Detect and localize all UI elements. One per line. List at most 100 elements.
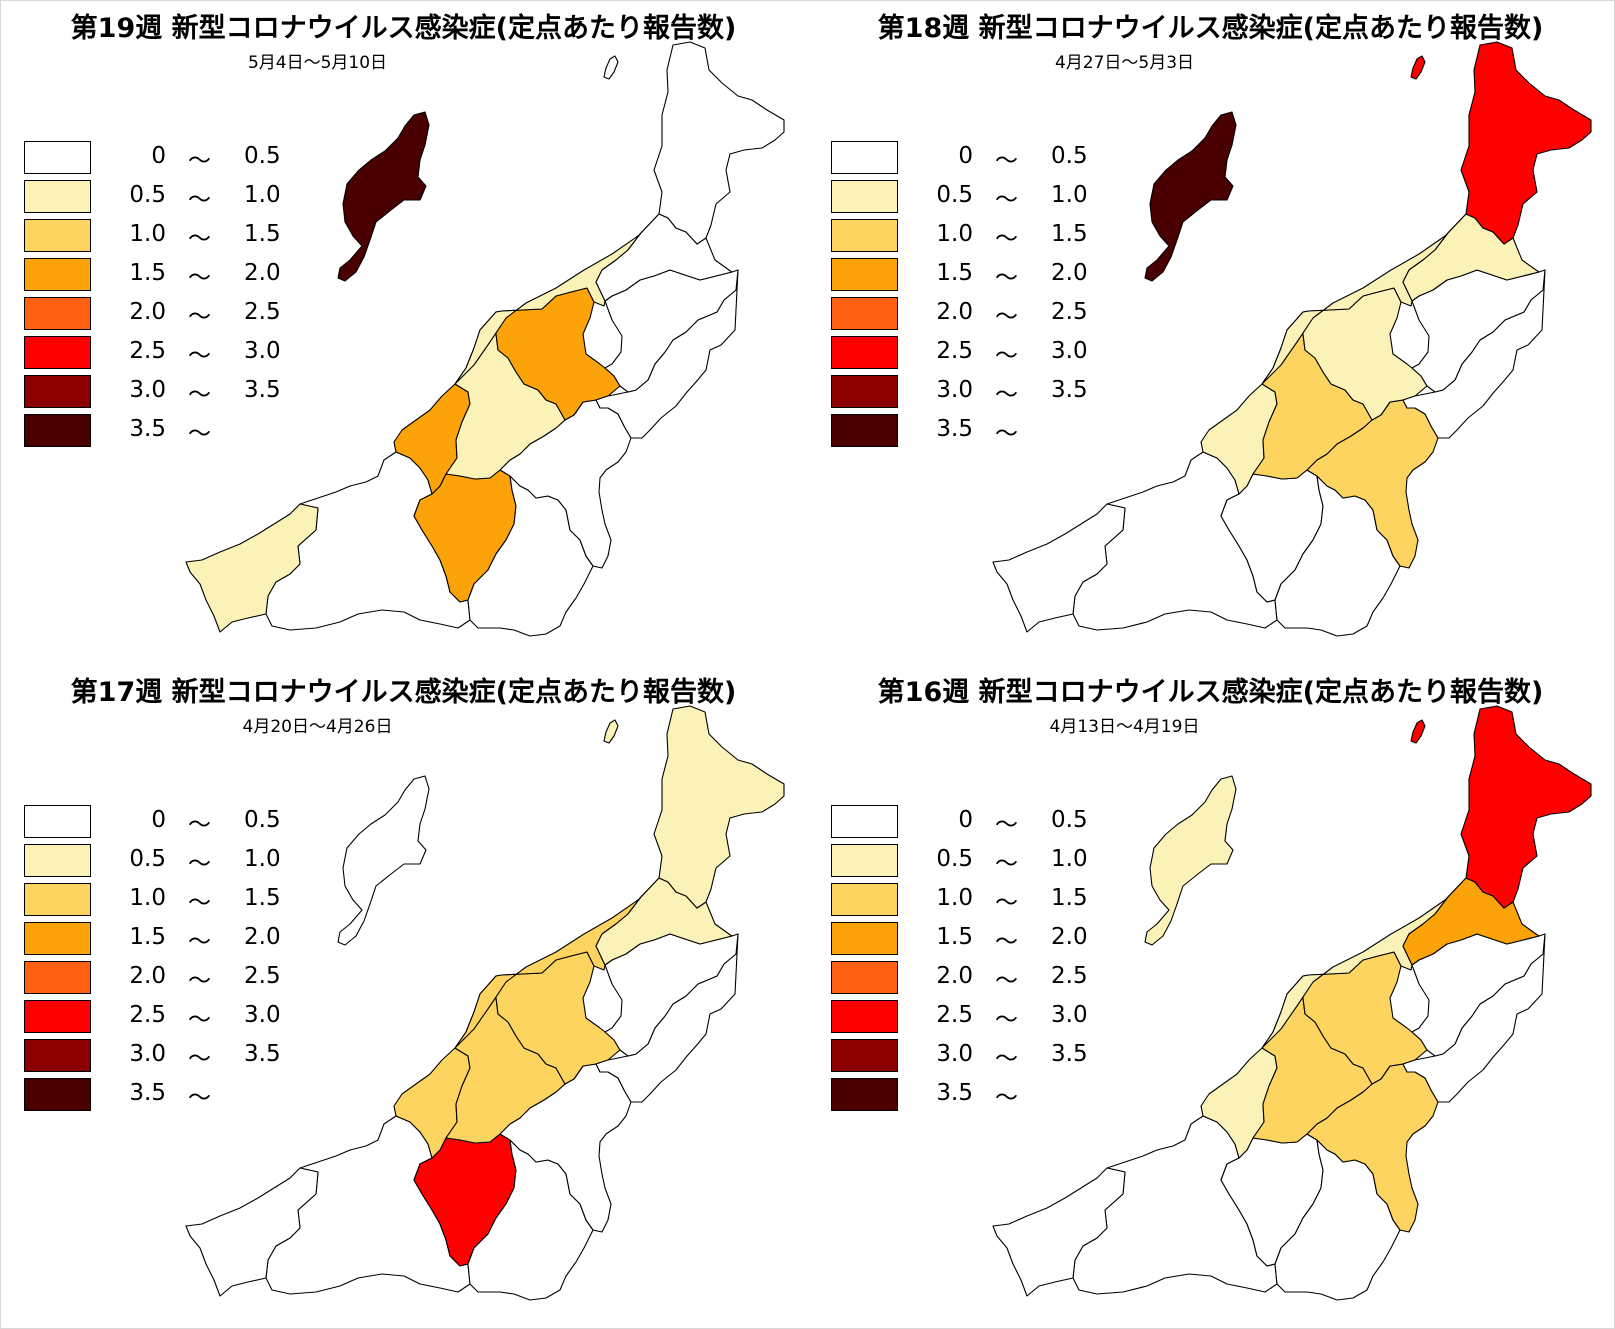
- legend-upper-bound: 3.0: [244, 338, 281, 364]
- panel-date-range: 4月20日〜4月26日: [242, 717, 393, 737]
- legend-upper-bound: 3.5: [1051, 1041, 1088, 1067]
- legend-row: 0 〜 0.5: [831, 805, 1111, 844]
- legend-lower-bound: 0: [151, 143, 166, 169]
- legend-range-tilde: 〜: [188, 968, 211, 994]
- legend-range-tilde: 〜: [995, 187, 1018, 213]
- legend-swatch: [24, 1078, 91, 1111]
- legend-lower-bound: 1.5: [936, 260, 973, 286]
- legend-swatch: [24, 844, 91, 877]
- legend-range-tilde: 〜: [995, 382, 1018, 408]
- legend-row: 3.0 〜 3.5: [24, 1039, 304, 1078]
- legend-range-tilde: 〜: [188, 304, 211, 330]
- legend-swatch: [831, 922, 898, 955]
- legend-upper-bound: 0.5: [1051, 143, 1088, 169]
- legend-swatch: [831, 141, 898, 174]
- legend-row: 3.0 〜 3.5: [24, 375, 304, 414]
- legend-upper-bound: 0.5: [1051, 807, 1088, 833]
- legend-lower-bound: 1.0: [936, 885, 973, 911]
- legend-range-tilde: 〜: [188, 226, 211, 252]
- panel-title: 第18週 新型コロナウイルス感染症(定点あたり報告数): [877, 13, 1544, 44]
- legend-upper-bound: 2.0: [1051, 260, 1088, 286]
- legend-range-tilde: 〜: [995, 421, 1018, 447]
- legend-row: 1.5 〜 2.0: [831, 258, 1111, 297]
- legend-upper-bound: 1.5: [1051, 221, 1088, 247]
- legend-row: 1.0 〜 1.5: [831, 219, 1111, 258]
- legend: 0 〜 0.5 0.5 〜 1.0 1.0 〜 1.5 1.5 〜 2.0 2.0 〜 2.5 2.5 〜 3.0…: [24, 141, 304, 453]
- legend-lower-bound: 2.0: [936, 299, 973, 325]
- legend-swatch: [831, 883, 898, 916]
- niigata-map: [992, 41, 1592, 637]
- legend-swatch: [24, 375, 91, 408]
- legend-swatch: [831, 336, 898, 369]
- legend-range-tilde: 〜: [995, 226, 1018, 252]
- legend-lower-bound: 0.5: [129, 846, 166, 872]
- legend: 0 〜 0.5 0.5 〜 1.0 1.0 〜 1.5 1.5 〜 2.0 2.0 〜 2.5 2.5 〜 3.0…: [24, 805, 304, 1117]
- niigata-map: [185, 41, 785, 637]
- legend-row: 1.5 〜 2.0: [24, 922, 304, 961]
- legend-row: 2.5 〜 3.0: [24, 336, 304, 375]
- legend-range-tilde: 〜: [188, 382, 211, 408]
- legend-lower-bound: 0.5: [129, 182, 166, 208]
- region-murakami: [1460, 41, 1592, 245]
- legend-upper-bound: 1.5: [244, 885, 281, 911]
- legend-swatch: [831, 219, 898, 252]
- legend-lower-bound: 0: [151, 807, 166, 833]
- region-sado: [337, 775, 430, 946]
- region-murakami: [653, 705, 785, 909]
- legend-range-tilde: 〜: [995, 929, 1018, 955]
- legend-upper-bound: 1.0: [244, 182, 281, 208]
- legend-lower-bound: 2.0: [129, 299, 166, 325]
- region-awashima: [603, 55, 619, 80]
- region-sado: [1144, 775, 1237, 946]
- legend-range-tilde: 〜: [188, 265, 211, 291]
- legend-swatch: [24, 414, 91, 447]
- legend-row: 0 〜 0.5: [831, 141, 1111, 180]
- region-murakami: [1460, 705, 1592, 909]
- legend-row: 1.0 〜 1.5: [24, 883, 304, 922]
- legend-range-tilde: 〜: [995, 148, 1018, 174]
- region-awashima: [603, 719, 619, 744]
- legend-upper-bound: 3.5: [1051, 377, 1088, 403]
- legend-upper-bound: 0.5: [244, 807, 281, 833]
- legend-upper-bound: 3.5: [244, 1041, 281, 1067]
- region-itoigawa: [992, 503, 1126, 633]
- legend-row: 1.5 〜 2.0: [24, 258, 304, 297]
- panel-date-range: 4月13日〜4月19日: [1049, 717, 1200, 737]
- legend-lower-bound: 0.5: [936, 182, 973, 208]
- legend-row: 0.5 〜 1.0: [24, 180, 304, 219]
- legend-range-tilde: 〜: [995, 265, 1018, 291]
- legend-swatch: [24, 258, 91, 291]
- legend-swatch: [24, 180, 91, 213]
- niigata-map: [185, 705, 785, 1301]
- legend-swatch: [24, 1000, 91, 1033]
- legend-swatch: [831, 414, 898, 447]
- legend-row: 1.0 〜 1.5: [831, 883, 1111, 922]
- legend-lower-bound: 3.5: [129, 1080, 166, 1106]
- niigata-map: [992, 705, 1592, 1301]
- legend-swatch: [24, 961, 91, 994]
- legend-upper-bound: 2.5: [1051, 299, 1088, 325]
- legend-swatch: [831, 258, 898, 291]
- legend-range-tilde: 〜: [995, 1046, 1018, 1072]
- legend-range-tilde: 〜: [995, 968, 1018, 994]
- legend-row: 1.0 〜 1.5: [24, 219, 304, 258]
- legend-lower-bound: 0: [958, 807, 973, 833]
- legend-swatch: [831, 961, 898, 994]
- legend-row: 3.5 〜: [831, 1078, 1111, 1117]
- legend-lower-bound: 3.0: [129, 377, 166, 403]
- map-panel-week18: 第18週 新型コロナウイルス感染症(定点あたり報告数) 4月27日〜5月3日 0…: [807, 0, 1614, 664]
- legend-upper-bound: 2.0: [244, 260, 281, 286]
- region-itoigawa: [185, 503, 319, 633]
- legend-lower-bound: 1.0: [129, 885, 166, 911]
- legend-range-tilde: 〜: [995, 890, 1018, 916]
- legend-swatch: [831, 805, 898, 838]
- legend-upper-bound: 1.5: [1051, 885, 1088, 911]
- legend-lower-bound: 2.5: [129, 338, 166, 364]
- legend-swatch: [24, 1039, 91, 1072]
- region-sado: [1144, 111, 1237, 282]
- legend-row: 2.5 〜 3.0: [831, 336, 1111, 375]
- legend-swatch: [24, 219, 91, 252]
- legend-row: 2.0 〜 2.5: [24, 297, 304, 336]
- legend-range-tilde: 〜: [995, 812, 1018, 838]
- legend-upper-bound: 1.0: [244, 846, 281, 872]
